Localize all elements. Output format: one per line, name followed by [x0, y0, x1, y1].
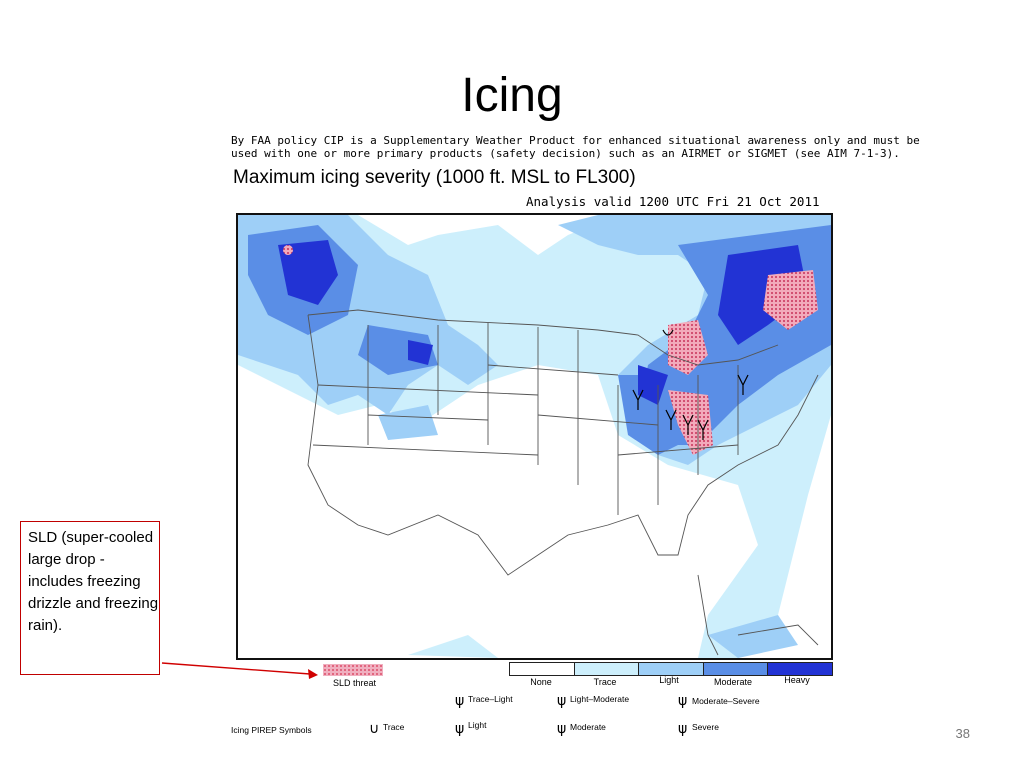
slide-title: Icing: [461, 69, 563, 122]
disclaimer-line-2: used with one or more primary products (…: [231, 147, 900, 160]
trace-icon: ∪: [369, 721, 380, 737]
sld-threat-area: [283, 245, 818, 455]
light-moderate-icon: ψ: [557, 693, 567, 709]
scale-swatch-trace: [574, 663, 640, 675]
pirep-trace-light-label: Trace–Light: [468, 694, 513, 704]
scale-label-heavy: Heavy: [784, 675, 810, 685]
pirep-light-label: Light: [468, 720, 487, 730]
scale-swatch-moderate: [703, 663, 769, 675]
moderate-icon: ψ: [557, 721, 567, 737]
pirep-moderate-severe-label: Moderate–Severe: [692, 696, 760, 706]
severe-icon: ψ: [678, 721, 688, 737]
trace-light-icon: ψ: [455, 693, 465, 709]
page-number: 38: [955, 726, 970, 741]
icing-map: [236, 213, 833, 660]
pirep-trace-label: Trace: [383, 722, 405, 732]
scale-swatch-heavy: [768, 663, 832, 675]
pirep-severe-label: Severe: [692, 722, 719, 732]
sld-callout: SLD (super-cooled large drop - includes …: [20, 521, 160, 675]
moderate-severe-icon: ψ: [678, 693, 688, 709]
icing-map-canvas: [238, 215, 831, 658]
sld-threat-swatch: [323, 664, 383, 676]
scale-label-light: Light: [659, 675, 679, 685]
callout-arrow: [161, 662, 318, 679]
sld-threat-label: SLD threat: [333, 678, 377, 688]
icing-severity-scale: [509, 662, 833, 676]
pirep-symbols-on-map: [632, 329, 749, 440]
scale-label-trace: Trace: [593, 677, 617, 687]
icing-heavy-area: [278, 240, 808, 405]
light-icon: ψ: [455, 721, 465, 737]
pirep-light-moderate-label: Light–Moderate: [570, 694, 630, 704]
map-heading: Maximum icing severity (1000 ft. MSL to …: [233, 167, 636, 188]
scale-swatch-light: [639, 663, 704, 675]
scale-swatch-none: [510, 663, 575, 675]
analysis-valid-time: Analysis valid 1200 UTC Fri 21 Oct 2011: [526, 194, 820, 209]
disclaimer-line-1: By FAA policy CIP is a Supplementary Wea…: [231, 134, 920, 147]
pirep-moderate-label: Moderate: [570, 722, 606, 732]
pirep-symbols-title: Icing PIREP Symbols: [231, 725, 312, 735]
scale-label-none: None: [530, 677, 552, 687]
scale-label-moderate: Moderate: [713, 677, 753, 687]
boundary-lines: [307, 309, 819, 656]
